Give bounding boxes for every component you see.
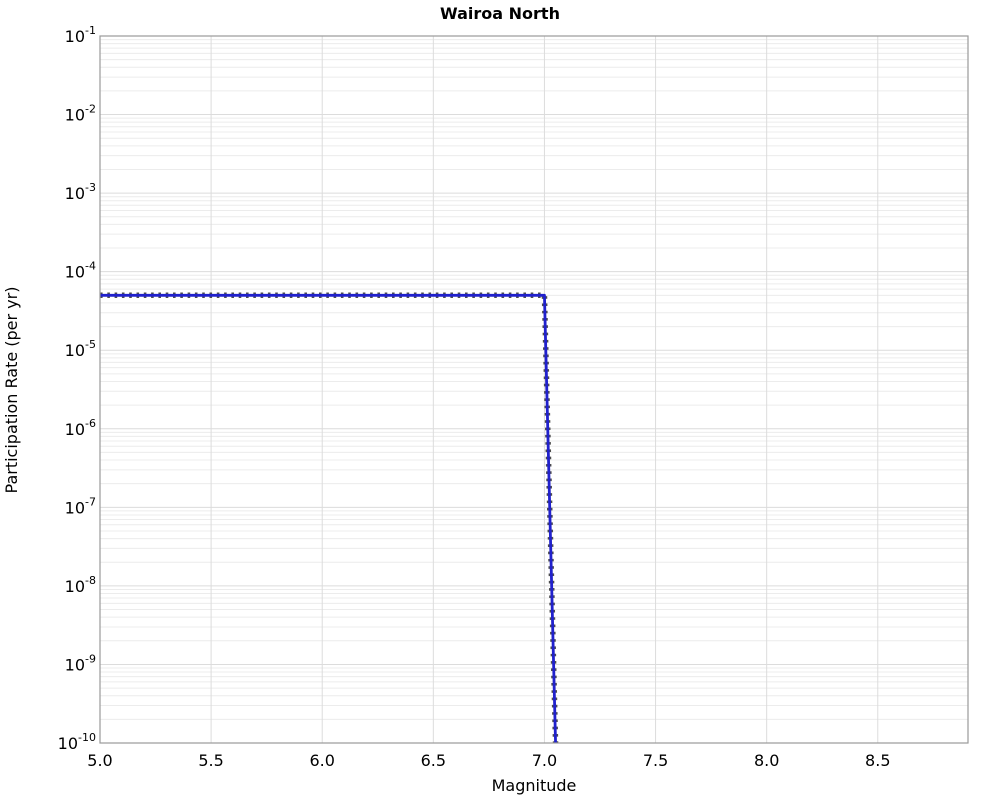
y-axis-tick-labels: 10-1 10-2 10-3 10-4 10-5 10-6 10-7 10-8 10-9 10-1… bbox=[58, 24, 96, 753]
y-tick-label: 10-9 bbox=[65, 652, 96, 674]
series-line bbox=[100, 293, 557, 744]
minor-gridlines bbox=[100, 39, 968, 720]
x-tick-label: 6.5 bbox=[421, 751, 446, 770]
data-series bbox=[100, 292, 559, 744]
x-tick-label: 5.5 bbox=[198, 751, 223, 770]
y-tick-label: 10-3 bbox=[65, 181, 96, 203]
x-tick-label: 5.0 bbox=[87, 751, 112, 770]
y-tick-label: 10-1 bbox=[65, 24, 96, 46]
x-axis-label: Magnitude bbox=[492, 776, 577, 795]
y-tick-label: 10-7 bbox=[65, 495, 96, 517]
x-tick-label: 6.0 bbox=[309, 751, 334, 770]
y-tick-label: 10-4 bbox=[65, 260, 96, 282]
x-tick-label: 7.0 bbox=[532, 751, 557, 770]
x-tick-label: 8.5 bbox=[865, 751, 890, 770]
chart-title: Wairoa North bbox=[440, 4, 560, 23]
y-tick-label: 10-6 bbox=[65, 417, 96, 439]
x-tick-label: 8.0 bbox=[754, 751, 779, 770]
y-tick-label: 10-10 bbox=[58, 731, 96, 753]
y-tick-label: 10-8 bbox=[65, 574, 96, 596]
x-axis-tick-labels: 5.0 5.5 6.0 6.5 7.0 7.5 8.0 8.5 bbox=[87, 751, 890, 770]
y-tick-label: 10-5 bbox=[65, 338, 96, 360]
axes-border bbox=[99, 35, 969, 744]
y-axis-label: Participation Rate (per yr) bbox=[2, 287, 21, 494]
y-tick-label: 10-2 bbox=[65, 103, 96, 125]
x-tick-label: 7.5 bbox=[643, 751, 668, 770]
major-gridlines bbox=[99, 35, 968, 744]
